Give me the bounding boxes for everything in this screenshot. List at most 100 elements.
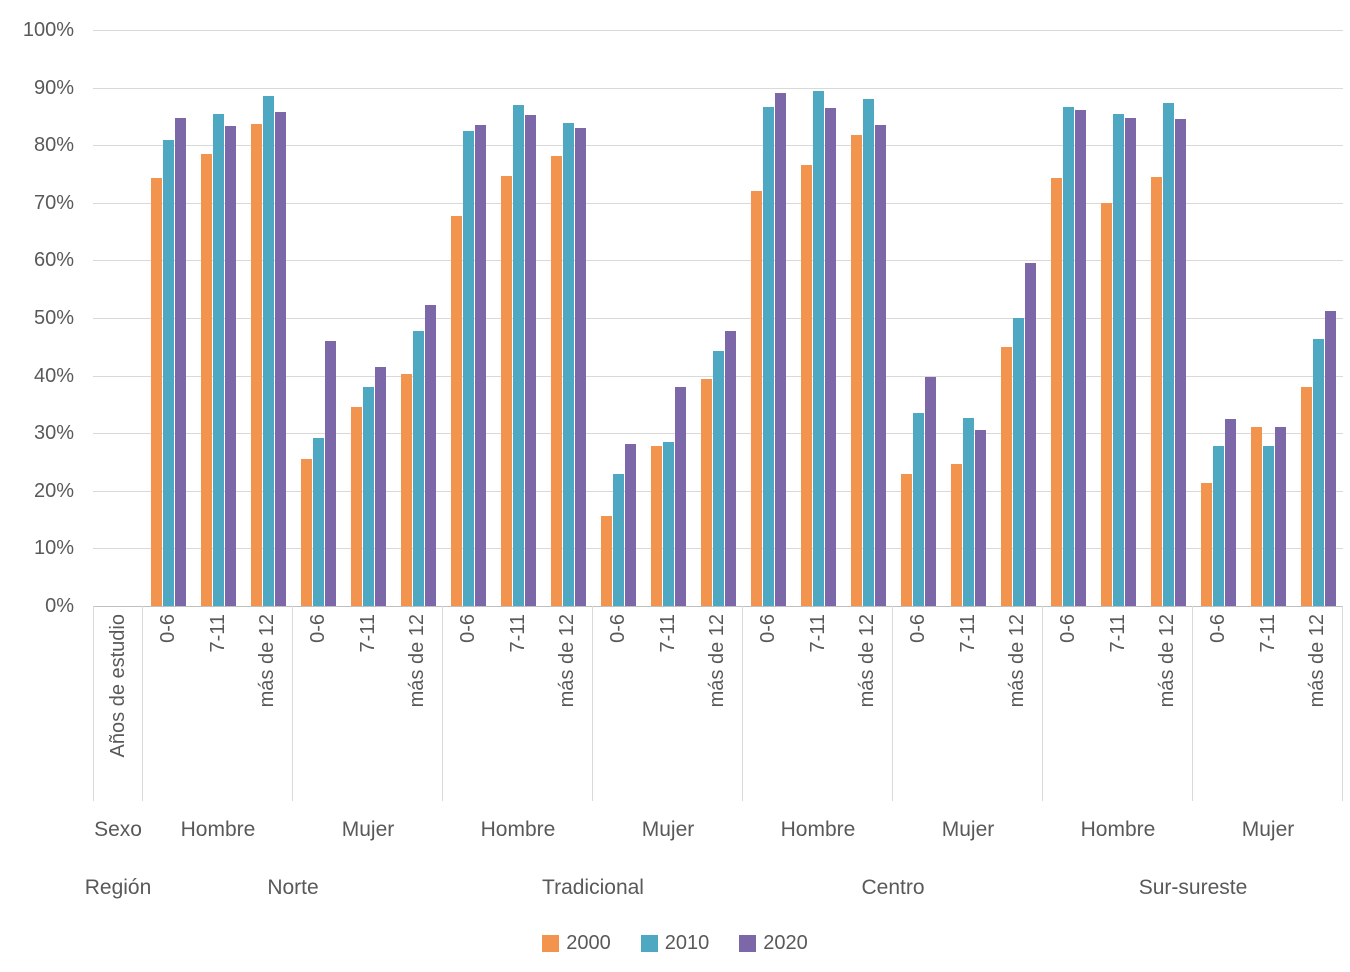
education-label-slot: 7-11 bbox=[1243, 606, 1293, 801]
bar-2010 bbox=[1012, 318, 1024, 606]
bar-2020 bbox=[874, 125, 886, 606]
region-label: Sur-sureste bbox=[1138, 876, 1248, 899]
education-label-slot: 0-6 bbox=[1193, 606, 1243, 801]
sex-label: Hombre bbox=[780, 818, 856, 841]
education-label-group: 0-6 7-11 más de 12 bbox=[593, 606, 743, 801]
bar-cluster bbox=[893, 30, 943, 606]
bar-cluster bbox=[443, 30, 493, 606]
bar-2000 bbox=[550, 156, 562, 606]
education-label-slot: más de 12 bbox=[542, 606, 592, 801]
bar-cluster bbox=[843, 30, 893, 606]
bar-2020 bbox=[1124, 117, 1136, 606]
bar-cluster bbox=[693, 30, 743, 606]
sex-label: Mujer bbox=[941, 818, 995, 841]
x-axis-sex-row: Sexo Hombre Mujer Hombre Mujer Hombre Mujer Hom… bbox=[93, 802, 1343, 858]
bar-2020 bbox=[524, 114, 536, 606]
bar-cluster bbox=[293, 30, 343, 606]
y-tick-label: 100% bbox=[22, 19, 74, 41]
bar-2020 bbox=[974, 429, 986, 606]
education-label: más de 12 bbox=[1006, 614, 1029, 708]
sex-label: Mujer bbox=[641, 818, 695, 841]
gridline bbox=[93, 88, 1343, 89]
bar-cluster bbox=[543, 30, 593, 606]
education-label-slot: más de 12 bbox=[1292, 606, 1342, 801]
bar-2000 bbox=[900, 474, 912, 606]
bar-group-norte-hombre bbox=[143, 30, 293, 606]
legend-swatch-icon bbox=[739, 934, 757, 952]
gridline bbox=[93, 260, 1343, 261]
bar-2010 bbox=[912, 412, 924, 606]
education-label-group: 0-6 7-11 más de 12 bbox=[743, 606, 893, 801]
education-label: 7-11 bbox=[806, 614, 829, 653]
gridline bbox=[93, 145, 1343, 146]
bar-2010 bbox=[812, 90, 824, 606]
bar-2010 bbox=[712, 350, 724, 606]
education-label-group: 0-6 7-11 más de 12 bbox=[1043, 606, 1193, 801]
bar-2010 bbox=[462, 130, 474, 606]
education-label: más de 12 bbox=[1156, 614, 1179, 708]
bar-2020 bbox=[824, 108, 836, 606]
bar-group-sur-sureste-mujer bbox=[1193, 30, 1343, 606]
education-label-slot: 7-11 bbox=[943, 606, 993, 801]
bar-2000 bbox=[1200, 482, 1212, 606]
education-label-slot: 7-11 bbox=[793, 606, 843, 801]
bar-2010 bbox=[1312, 338, 1324, 606]
bar-2020 bbox=[924, 376, 936, 606]
bar-cluster bbox=[493, 30, 543, 606]
y-tick-label: 10% bbox=[33, 537, 74, 560]
education-label-group: 0-6 7-11 más de 12 bbox=[293, 606, 443, 801]
y-tick-label: 90% bbox=[33, 76, 74, 99]
education-label: 0-6 bbox=[756, 614, 779, 643]
bar-2010 bbox=[1112, 114, 1124, 606]
bar-2000 bbox=[250, 123, 262, 606]
bar-2020 bbox=[324, 341, 336, 606]
bar-2010 bbox=[362, 386, 374, 606]
gridline bbox=[93, 318, 1343, 319]
bar-2020 bbox=[1224, 418, 1236, 606]
plot-area bbox=[93, 30, 1343, 607]
bar-cluster bbox=[943, 30, 993, 606]
bar-2000 bbox=[1300, 387, 1312, 606]
bar-2010 bbox=[312, 437, 324, 606]
education-label-slot: 0-6 bbox=[893, 606, 943, 801]
region-label: Norte bbox=[267, 876, 319, 899]
bar-2010 bbox=[262, 95, 274, 606]
bar-cluster bbox=[993, 30, 1043, 606]
legend-swatch-icon bbox=[640, 934, 658, 952]
bar-2010 bbox=[962, 418, 974, 606]
bar-cluster bbox=[1043, 30, 1093, 606]
bar-2020 bbox=[624, 444, 636, 606]
education-label: más de 12 bbox=[1306, 614, 1329, 708]
education-label: 7-11 bbox=[206, 614, 229, 653]
bar-group-tradicional-hombre bbox=[443, 30, 593, 606]
region-axis-title: Región bbox=[84, 876, 152, 899]
bar-2010 bbox=[512, 104, 524, 606]
bar-2020 bbox=[1024, 263, 1036, 606]
education-label-group: 0-6 7-11 más de 12 bbox=[893, 606, 1043, 801]
education-label-slot: 7-11 bbox=[493, 606, 543, 801]
bar-2010 bbox=[1212, 446, 1224, 606]
y-tick-label: 0% bbox=[45, 595, 74, 617]
y-tick-label: 20% bbox=[33, 479, 74, 502]
education-label: 0-6 bbox=[456, 614, 479, 643]
education-label: 0-6 bbox=[606, 614, 629, 643]
bar-2000 bbox=[1150, 176, 1162, 606]
bar-cluster bbox=[143, 30, 193, 606]
legend-label: 2020 bbox=[763, 931, 808, 954]
bar-group-centro-mujer bbox=[893, 30, 1043, 606]
bar-2000 bbox=[800, 164, 812, 606]
y-tick-label: 60% bbox=[33, 249, 74, 272]
x-axis-region-row: Región Norte Tradicional Centro Sur-sureste bbox=[84, 860, 1343, 916]
education-label-slot: 0-6 bbox=[293, 606, 343, 801]
education-label-slot: más de 12 bbox=[242, 606, 292, 801]
education-label-slot: más de 12 bbox=[692, 606, 742, 801]
education-label-slot: 7-11 bbox=[193, 606, 243, 801]
bar-2010 bbox=[162, 140, 174, 606]
bar-2000 bbox=[400, 374, 412, 606]
education-label: 7-11 bbox=[1256, 614, 1279, 653]
bar-2000 bbox=[450, 216, 462, 606]
education-label: 7-11 bbox=[956, 614, 979, 653]
gridline bbox=[93, 203, 1343, 204]
bar-2020 bbox=[424, 304, 436, 606]
